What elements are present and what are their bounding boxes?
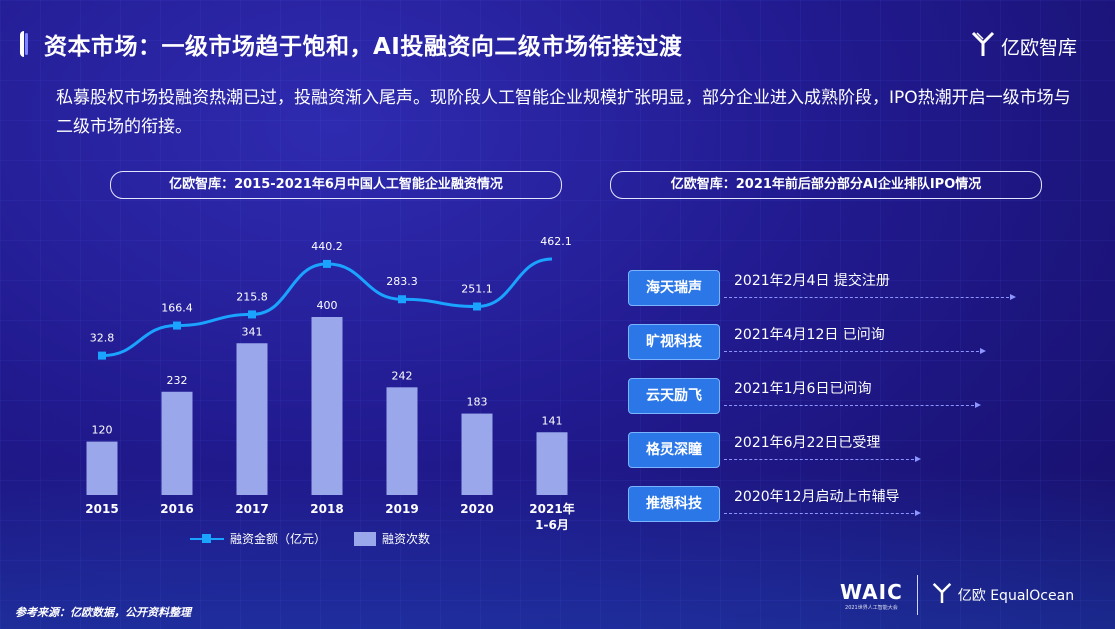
ipo-company-name: 推想科技	[628, 486, 720, 522]
ipo-arrow-icon	[724, 402, 981, 408]
line-point	[323, 259, 331, 268]
footer-logos: WAIC 2021世界人工智能大会 亿欧 EqualOcean	[840, 575, 1074, 615]
x-tick-label: 2019	[385, 502, 418, 516]
line-point	[173, 321, 181, 330]
brand-name: 亿欧智库	[1000, 37, 1077, 59]
bar-value-label: 242	[392, 369, 413, 382]
bar-value-label: 141	[542, 414, 563, 427]
waic-logo-subtitle: 2021世界人工智能大会	[845, 604, 898, 611]
x-tick-label: 2016	[160, 502, 193, 516]
ipo-status: 2020年12月启动上市辅导	[734, 489, 900, 505]
ipo-company-name: 格灵深瞳	[628, 432, 720, 468]
line-point	[473, 302, 481, 311]
bar-value-label: 120	[92, 424, 113, 437]
ipo-company-name: 旷视科技	[628, 324, 720, 360]
yiou-footer-icon	[932, 581, 952, 609]
legend-bar-label: 融资次数	[382, 532, 431, 546]
ipo-status: 2021年4月12日 已问询	[734, 327, 885, 343]
waic-logo: WAIC 2021世界人工智能大会	[840, 580, 903, 611]
chart-legend: 融资金额（亿元） 融资次数	[190, 530, 430, 547]
right-panel-title: 亿欧智库：2021年前后部分部分AI企业排队IPO情况	[610, 171, 1042, 199]
source-note: 参考来源：亿欧数据，公开资料整理	[15, 606, 191, 619]
waic-logo-text: WAIC	[840, 579, 903, 604]
title-bar: 资本市场：一级市场趋于饱和，AI投融资向二级市场衔接过渡	[20, 24, 682, 64]
x-tick-label: 2015	[85, 502, 118, 516]
line-point	[398, 295, 406, 304]
left-panel-title: 亿欧智库：2015-2021年6月中国人工智能企业融资情况	[110, 171, 562, 199]
bar-value-label: 341	[242, 325, 263, 338]
equalocean-logo-text: 亿欧 EqualOcean	[957, 588, 1075, 604]
x-tick-label: 2018	[310, 502, 343, 516]
line-point	[98, 351, 106, 360]
ipo-company-name: 海天瑞声	[628, 270, 720, 306]
yiou-logo-icon	[971, 30, 995, 63]
line-point	[248, 310, 256, 319]
bar-value-label: 232	[167, 374, 188, 387]
ipo-status: 2021年1月6日已问询	[734, 381, 872, 397]
bar	[161, 391, 193, 495]
legend-line-icon	[190, 533, 224, 544]
ipo-status: 2021年6月22日已受理	[734, 435, 881, 451]
ipo-arrow-icon	[724, 456, 921, 462]
line-value-label: 215.8	[236, 290, 268, 303]
line-value-label: 166.4	[161, 302, 193, 315]
legend-bar-icon	[354, 531, 377, 546]
ipo-status: 2021年2月4日 提交注册	[734, 273, 890, 289]
financing-chart: 120 232 341 400 242 183 141 32.8 166.4 215.8 440.2…	[85, 235, 574, 532]
ipo-arrow-icon	[724, 510, 921, 516]
brand-logo: 亿欧智库	[971, 30, 1077, 63]
bar	[86, 441, 118, 495]
x-tick-label: 2017	[235, 502, 268, 516]
page-title: 资本市场：一级市场趋于饱和，AI投融资向二级市场衔接过渡	[44, 34, 683, 60]
line-value-label: 32.8	[90, 332, 115, 345]
x-tick-label: 2021年 1-6月	[529, 501, 574, 532]
bar	[386, 387, 418, 495]
ipo-arrow-icon	[724, 348, 986, 354]
line-value-label: 251.1	[461, 282, 493, 295]
logo-divider	[916, 575, 918, 615]
x-tick-label: 2020	[460, 502, 493, 516]
intro-text: 私募股权市场投融资热潮已过，投融资渐入尾声。现阶段人工智能企业规模扩张明显，部分…	[56, 88, 1071, 137]
bar	[311, 317, 343, 495]
bar	[461, 413, 493, 495]
ipo-company-name: 云天励飞	[628, 378, 720, 414]
line-value-label: 283.3	[386, 275, 418, 288]
legend-line-label: 融资金额（亿元）	[230, 532, 327, 546]
bar-value-label: 183	[467, 396, 488, 409]
title-marker-icon	[20, 31, 30, 57]
ipo-arrow-icon	[724, 294, 1016, 300]
line-value-label: 462.1	[540, 235, 572, 248]
bar	[236, 343, 268, 495]
bar-value-label: 400	[317, 299, 338, 312]
bar	[536, 432, 568, 495]
line-value-label: 440.2	[311, 240, 343, 253]
